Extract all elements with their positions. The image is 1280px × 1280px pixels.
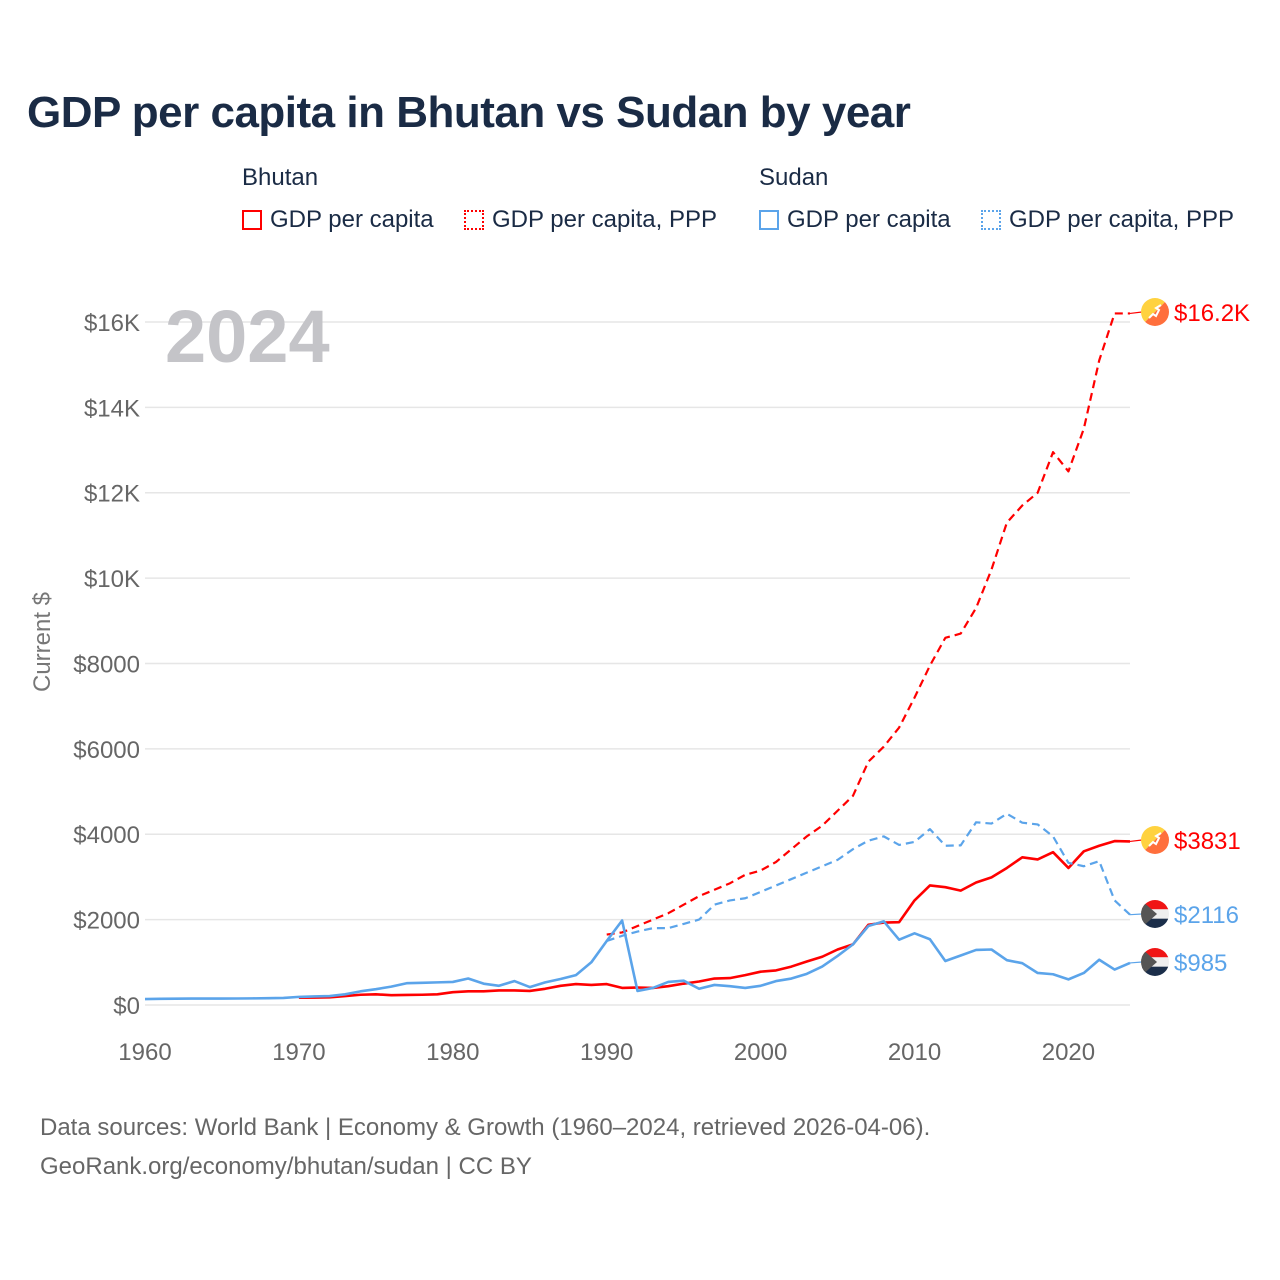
x-tick-label: 1970 <box>272 1039 325 1066</box>
legend-swatch-solid <box>759 210 779 230</box>
legend-label: GDP per capita, PPP <box>492 206 717 233</box>
source-line-2[interactable]: GeoRank.org/economy/bhutan/sudan | CC BY <box>40 1153 532 1180</box>
end-connector <box>1129 961 1143 964</box>
series-line-bhutan-gdp-per-capita[interactable] <box>298 839 1131 1000</box>
series-line-bhutan-gdp-per-capita-ppp[interactable] <box>606 312 1130 936</box>
x-tick-label: 2020 <box>1042 1039 1095 1066</box>
x-tick-label: 1980 <box>426 1039 479 1066</box>
source-line-1: Data sources: World Bank | Economy & Gro… <box>40 1114 931 1141</box>
y-tick-label: $2000 <box>73 908 140 935</box>
x-tick-label: 1990 <box>580 1039 633 1066</box>
bhutan-flag-icon <box>1141 298 1169 326</box>
end-value-label: $16.2K <box>1174 300 1250 327</box>
chart-title: GDP per capita in Bhutan vs Sudan by yea… <box>27 88 911 137</box>
x-tick-label: 1960 <box>118 1039 171 1066</box>
end-connector <box>1129 839 1143 843</box>
legend-swatch-dotted <box>464 210 484 230</box>
end-value-label: $985 <box>1174 950 1227 977</box>
series-line-sudan-gdp-per-capita-ppp[interactable] <box>606 812 1131 943</box>
sudan-flag-icon <box>1141 900 1169 928</box>
legend-swatch-dotted <box>981 210 1001 230</box>
end-value-label: $3831 <box>1174 828 1241 855</box>
y-tick-label: $4000 <box>73 822 140 849</box>
y-tick-label: $8000 <box>73 651 140 678</box>
bhutan-flag-icon <box>1141 826 1169 854</box>
source-note: Data sources: World Bank | Economy & Gro… <box>40 1108 930 1186</box>
legend-item-sudan-gdp[interactable]: GDP per capita <box>759 206 951 234</box>
x-tick-label: 2010 <box>888 1039 941 1066</box>
sudan-flag-icon <box>1141 948 1169 976</box>
legend-item-bhutan-gdp[interactable]: GDP per capita <box>242 206 434 234</box>
legend-label: GDP per capita <box>270 206 434 233</box>
y-tick-label: $12K <box>84 481 140 508</box>
y-tick-label: $0 <box>113 993 140 1020</box>
legend-label: GDP per capita <box>787 206 951 233</box>
x-tick-label: 2000 <box>734 1039 787 1066</box>
legend-swatch-solid <box>242 210 262 230</box>
legend-item-sudan-ppp[interactable]: GDP per capita, PPP <box>981 206 1234 234</box>
end-connector <box>1129 311 1143 315</box>
end-connector <box>1129 913 1143 916</box>
series-line-sudan-gdp-per-capita[interactable] <box>144 919 1131 1001</box>
y-axis-label: Current $ <box>29 592 56 692</box>
end-value-label: $2116 <box>1174 902 1239 929</box>
legend-item-bhutan-ppp[interactable]: GDP per capita, PPP <box>464 206 717 234</box>
y-tick-label: $14K <box>84 395 140 422</box>
legend-group-bhutan: Bhutan <box>242 164 319 191</box>
legend-group-sudan: Sudan <box>759 164 829 191</box>
y-tick-label: $10K <box>84 566 140 593</box>
legend-label: GDP per capita, PPP <box>1009 206 1234 233</box>
y-tick-label: $6000 <box>73 737 140 764</box>
year-watermark: 2024 <box>165 295 330 378</box>
y-tick-label: $16K <box>84 310 140 337</box>
